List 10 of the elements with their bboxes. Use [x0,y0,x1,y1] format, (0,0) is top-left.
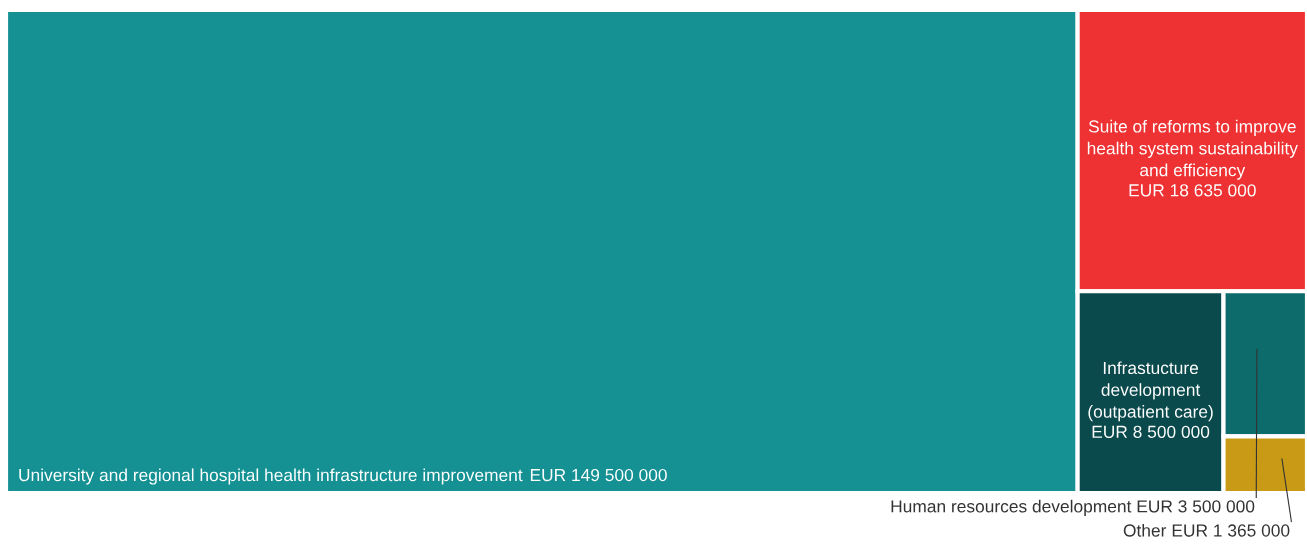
data-label: EUR 1 365 000 [1172,524,1290,537]
category-label: University and regional hospital health infrastructure improvement [19,468,523,485]
category-label: Other [1123,523,1167,537]
category-label: Human resources development [891,499,1132,516]
data-label: EUR 8 500 000 [1092,425,1210,438]
category-label: Infrastucture development (outpatient care) [1088,361,1213,422]
data-label: EUR 149 500 000 [530,468,667,482]
data-label: EUR 18 635 000 [1129,184,1256,197]
data-label: EUR 3 500 000 [1137,500,1255,513]
category-label: Suite of reforms to improve health system sustainability and efficiency [1087,119,1298,180]
